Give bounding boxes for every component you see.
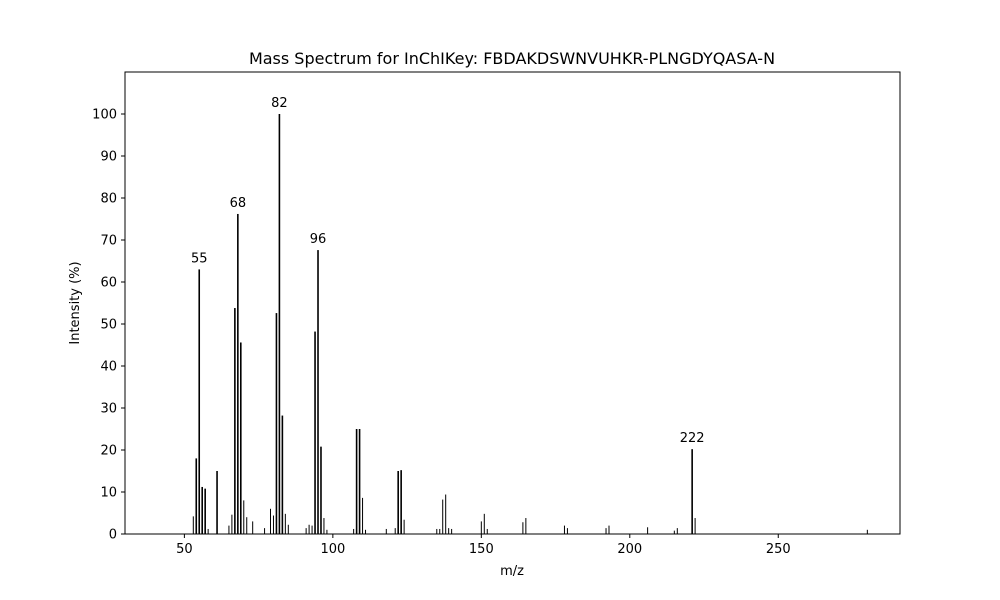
peak-bar-164	[522, 522, 524, 534]
peak-bar-82	[278, 114, 281, 534]
peak-bar-150	[480, 521, 482, 534]
peak-bar-53	[192, 516, 194, 534]
peak-bar-135	[436, 528, 438, 534]
peak-bar-70	[243, 500, 245, 534]
peak-bar-97	[323, 518, 325, 534]
peak-bar-139	[448, 528, 450, 534]
y-axis: 0 10 20 30 40 50 60 70 80 90 100	[92, 108, 125, 543]
peak-bar-118	[385, 528, 387, 534]
chart-title: Mass Spectrum for InChIKey: FBDAKDSWNVUH…	[249, 49, 775, 68]
peak-bar-58	[207, 528, 209, 534]
peak-bar-79	[270, 508, 271, 534]
y-axis-label: Intensity (%)	[68, 261, 83, 344]
peak-label-96: 96	[310, 232, 327, 247]
peak-bar-192	[605, 528, 607, 534]
peak-bar-140	[451, 528, 453, 534]
peak-bar-108	[355, 429, 358, 534]
peak-bar-54	[195, 458, 198, 534]
y-tick-label: 20	[100, 444, 117, 459]
peak-bar-57	[204, 488, 206, 534]
peak-bar-69	[240, 342, 242, 534]
peak-bar-83	[281, 415, 284, 534]
peak-bar-221	[691, 449, 693, 534]
peak-bar-67	[234, 308, 236, 534]
y-tick-label: 80	[100, 192, 117, 207]
peak-bar-137	[442, 499, 444, 534]
peak-bar-92	[308, 524, 310, 534]
peak-bar-80	[272, 515, 274, 534]
x-tick-label: 150	[469, 542, 494, 557]
plot-area-frame	[124, 71, 901, 535]
x-tick-label: 250	[766, 542, 791, 557]
peak-bar-107	[353, 528, 355, 534]
peak-bar-138	[445, 494, 447, 534]
peak-bar-222	[694, 518, 696, 534]
peak-bar-111	[365, 529, 367, 534]
y-tick-label: 50	[100, 318, 117, 333]
peak-bar-61	[216, 471, 218, 534]
peak-bar-93	[311, 525, 313, 534]
peak-bar-121	[394, 528, 396, 534]
peak-bar-66	[231, 514, 233, 534]
peak-bar-280	[866, 529, 868, 534]
peak-bar-96	[320, 446, 322, 534]
peak-bar-216	[676, 528, 678, 534]
y-tick-label: 40	[100, 360, 117, 375]
x-axis: 50 100 150 200 250	[176, 534, 791, 557]
peak-bar-165	[525, 518, 527, 534]
peak-bar-179	[566, 528, 568, 534]
peak-bar-122	[397, 471, 399, 534]
y-tick-label: 100	[92, 108, 117, 123]
peak-bar-98	[326, 529, 328, 534]
peak-bar-91	[305, 528, 307, 534]
peak-label-55: 55	[191, 251, 208, 266]
peak-bar-123	[400, 470, 402, 534]
peak-bar-193	[608, 525, 610, 534]
peak-bar-81	[275, 313, 278, 534]
y-tick-label: 60	[100, 276, 117, 291]
peak-bar-152	[486, 528, 488, 534]
peak-label-82: 82	[271, 96, 288, 111]
peak-labels: 55 68 82 96 222	[191, 96, 705, 446]
peak-bar-73	[252, 521, 254, 534]
peak-bar-215	[673, 530, 675, 534]
peak-bar-71	[246, 517, 248, 534]
peak-bar-77	[264, 528, 266, 534]
y-tick-label: 70	[100, 234, 117, 249]
peak-bar-206	[647, 527, 649, 534]
peak-bar-95	[317, 250, 319, 534]
peak-label-68: 68	[230, 196, 247, 211]
peak-bar-55	[198, 269, 201, 534]
peak-bar-151	[483, 513, 485, 534]
peak-bar-68	[237, 213, 239, 534]
peak-bar-110	[362, 497, 364, 534]
y-tick-label: 30	[100, 402, 117, 417]
peak-bar-136	[439, 528, 441, 534]
peak-bar-124	[403, 519, 405, 534]
peak-bar-65	[228, 525, 230, 534]
peak-bars	[192, 114, 868, 534]
x-tick-label: 100	[320, 542, 345, 557]
y-tick-label: 0	[109, 528, 117, 543]
y-tick-label: 90	[100, 150, 117, 165]
peak-bar-109	[358, 429, 361, 534]
peak-bar-94	[314, 331, 316, 534]
x-tick-label: 200	[617, 542, 642, 557]
peak-bar-85	[287, 524, 289, 534]
peak-bar-178	[563, 525, 565, 534]
peak-bar-84	[284, 513, 286, 534]
x-tick-label: 50	[176, 542, 193, 557]
y-tick-label: 10	[100, 486, 117, 501]
peak-bar-56	[201, 486, 203, 534]
x-axis-label: m/z	[500, 564, 524, 579]
peak-label-222: 222	[680, 431, 705, 446]
